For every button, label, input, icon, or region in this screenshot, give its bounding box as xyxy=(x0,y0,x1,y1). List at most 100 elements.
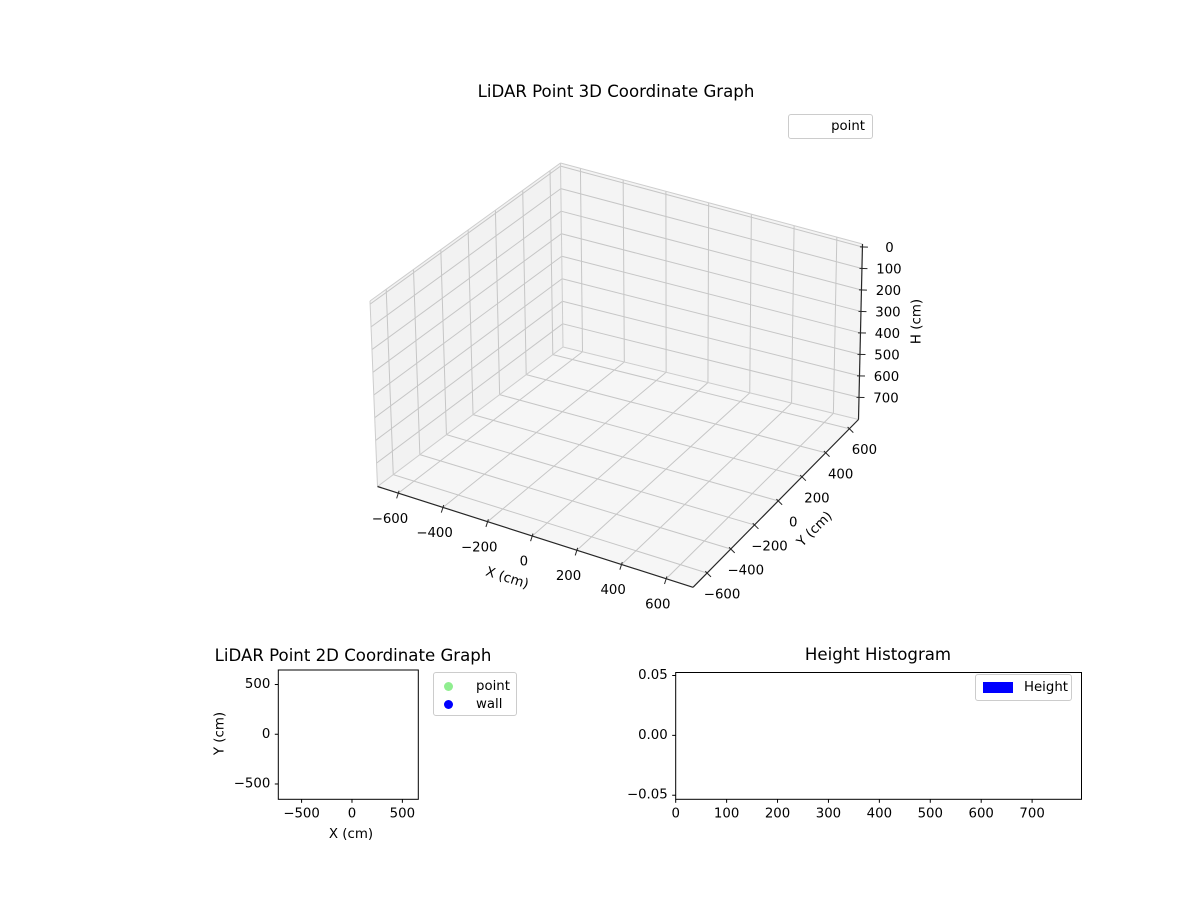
grid-line-x-wall xyxy=(749,214,752,393)
grid-line-z-left xyxy=(374,278,563,419)
grid-line-x-floor xyxy=(398,351,583,494)
histogram-legend: Height xyxy=(975,674,1072,701)
grid-line-y-wall xyxy=(467,229,474,415)
grid-line-z-left xyxy=(373,255,563,396)
plot3d-legend: point xyxy=(788,114,873,139)
pane-edge xyxy=(560,162,564,348)
histogram-x-tick-label: 300 xyxy=(816,806,841,821)
y-tick-label: 600 xyxy=(852,443,877,458)
histogram-x-tick-label: 700 xyxy=(1019,806,1044,821)
grid-line-z-right xyxy=(561,278,861,355)
grid-line-y-floor xyxy=(446,434,755,526)
grid-line-y-wall xyxy=(522,190,527,375)
grid-line-z-right xyxy=(560,165,863,248)
x-tick-mark xyxy=(485,519,489,528)
y-tick-label: 0 xyxy=(789,515,797,530)
grid-line-y-floor xyxy=(499,394,803,478)
y-tick-label: −600 xyxy=(704,588,741,603)
grid-line-x-wall xyxy=(707,202,710,383)
plot2d-x-tick-label: −500 xyxy=(283,806,320,821)
plot3d-zaxis-label: H (cm) xyxy=(909,298,925,345)
grid-line-z-left xyxy=(372,233,562,373)
grid-line-x-wall xyxy=(579,168,584,352)
grid-line-y-floor xyxy=(526,374,826,454)
z-tick-label: 700 xyxy=(873,391,898,406)
y-tick-label: 200 xyxy=(804,491,829,506)
histogram-frame xyxy=(675,672,1082,800)
y-tick-label: 400 xyxy=(828,467,853,482)
grid-line-z-right xyxy=(561,210,862,291)
grid-line-z-right xyxy=(561,255,861,334)
grid-line-y-floor xyxy=(393,474,708,574)
x-axis-line-3d xyxy=(377,485,694,588)
y-tick-label: −400 xyxy=(728,563,765,578)
x-tick-mark xyxy=(574,547,579,556)
z-tick-label: 200 xyxy=(876,284,901,299)
grid-line-y-wall xyxy=(412,269,421,455)
grid-line-z-left xyxy=(370,188,562,328)
grid-line-y-floor xyxy=(552,354,850,430)
grid-line-y-floor xyxy=(472,414,779,502)
grid-line-z-left xyxy=(376,323,563,464)
histogram-title: Height Histogram xyxy=(804,645,952,664)
wall-marker-icon xyxy=(444,699,453,709)
y-tick-mark xyxy=(823,450,830,457)
y-tick-mark xyxy=(752,522,759,530)
grid-line-x-floor xyxy=(487,371,667,523)
height-swatch-icon xyxy=(983,682,1013,693)
plot2d-x-tick-label: 500 xyxy=(390,806,415,821)
z-axis-line-3d xyxy=(857,243,864,420)
legend-item-point: point xyxy=(434,678,516,696)
grid-line-x-wall xyxy=(832,237,838,414)
point-marker-icon xyxy=(444,682,453,692)
histogram-y-tick-label: −0.05 xyxy=(627,788,668,803)
grid-line-z-left xyxy=(375,300,563,441)
plot2d-title: LiDAR Point 2D Coordinate Graph xyxy=(214,646,492,665)
histogram-x-tick-label: 400 xyxy=(867,806,892,821)
z-tick-label: 600 xyxy=(874,370,899,385)
plot2d-x-tick-label: 0 xyxy=(348,806,356,821)
plot2d-legend: point wall xyxy=(433,672,517,716)
legend-label-wall: wall xyxy=(476,696,503,712)
grid-line-z-right xyxy=(560,188,863,269)
grid-line-x-floor xyxy=(665,412,834,580)
histogram-x-tick-label: 0 xyxy=(671,806,679,821)
grid-line-z-right xyxy=(561,233,862,312)
pane-edge xyxy=(377,346,564,487)
plot2d-frame xyxy=(277,669,419,800)
grid-line-x-wall xyxy=(791,225,795,404)
x-tick-mark xyxy=(619,561,623,570)
y-tick-mark xyxy=(704,570,712,578)
legend-item-wall: wall xyxy=(434,696,516,714)
plot2d-yaxis-label: Y (cm) xyxy=(212,711,228,756)
z-tick-label: 500 xyxy=(874,348,899,363)
legend-label-height: Height xyxy=(1024,680,1068,695)
plot3d-title: LiDAR Point 3D Coordinate Graph xyxy=(477,82,755,101)
y-tick-mark xyxy=(776,498,783,506)
plot2d-xaxis-label: X (cm) xyxy=(328,827,374,842)
grid-line-z-right xyxy=(562,300,860,377)
z-tick-label: 100 xyxy=(876,262,901,277)
y-tick-mark xyxy=(799,474,807,482)
x-tick-label: −200 xyxy=(461,540,498,555)
grid-line-y-wall xyxy=(549,170,554,355)
grid-line-y-wall xyxy=(494,210,501,395)
grid-line-y-floor xyxy=(419,454,731,550)
grid-line-z-left xyxy=(369,165,561,305)
grid-line-x-floor xyxy=(442,361,625,508)
grid-line-z-right xyxy=(562,323,860,398)
histogram-x-tick-label: 500 xyxy=(918,806,943,821)
grid-line-z-left xyxy=(371,210,562,350)
grid-line-y-wall xyxy=(385,289,394,475)
pane-edge xyxy=(560,162,863,245)
x-tick-label: −400 xyxy=(416,526,453,541)
pane-edge xyxy=(369,162,561,302)
grid-line-x-wall xyxy=(622,179,625,363)
z-tick-label: 300 xyxy=(875,305,900,320)
x-tick-label: 0 xyxy=(520,555,528,570)
x-tick-label: −600 xyxy=(372,512,409,527)
y-axis-line-3d xyxy=(692,419,859,588)
y-tick-mark xyxy=(728,546,736,554)
